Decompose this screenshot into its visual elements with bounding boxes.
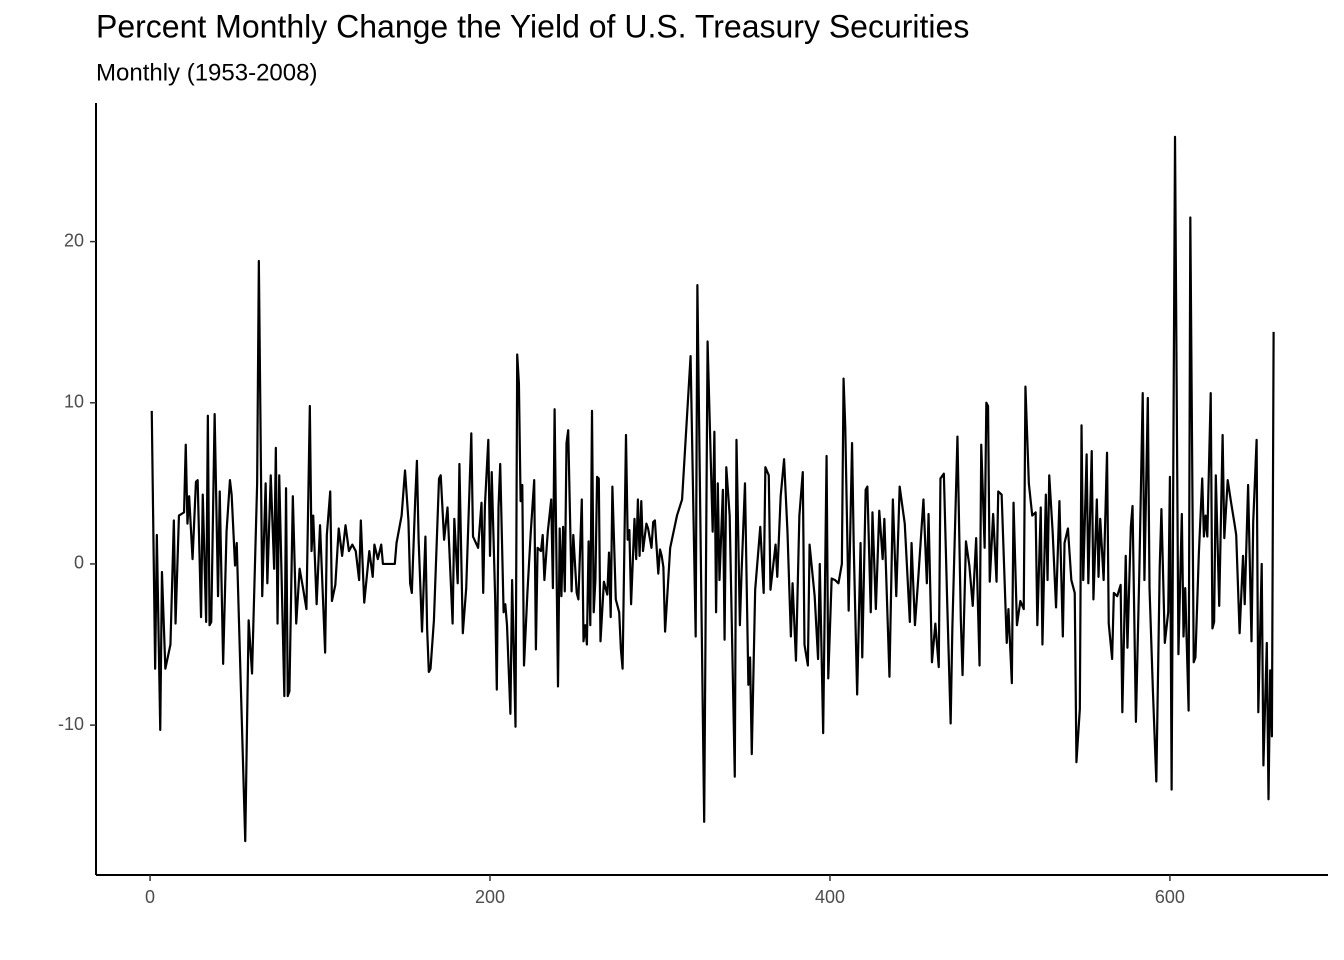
chart-subtitle: Monthly (1953-2008) <box>96 59 317 86</box>
y-tick-label: 10 <box>64 392 84 412</box>
x-tick-label: 400 <box>815 887 845 907</box>
chart-title: Percent Monthly Change the Yield of U.S.… <box>96 8 969 44</box>
line <box>150 135 1275 843</box>
y-tick-label: -10 <box>58 714 84 734</box>
x-tick-label: 200 <box>475 887 505 907</box>
y-tick-label: 20 <box>64 230 84 250</box>
x-tick-label: 0 <box>145 887 155 907</box>
y-tick-label: 0 <box>74 553 84 573</box>
x-tick-label: 600 <box>1155 887 1185 907</box>
